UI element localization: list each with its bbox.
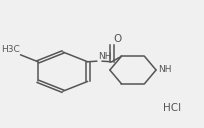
Text: HCl: HCl [163, 103, 181, 113]
Text: O: O [113, 34, 121, 44]
Text: NH: NH [158, 65, 172, 74]
Text: H3C: H3C [1, 45, 20, 54]
Text: NH: NH [98, 51, 111, 61]
